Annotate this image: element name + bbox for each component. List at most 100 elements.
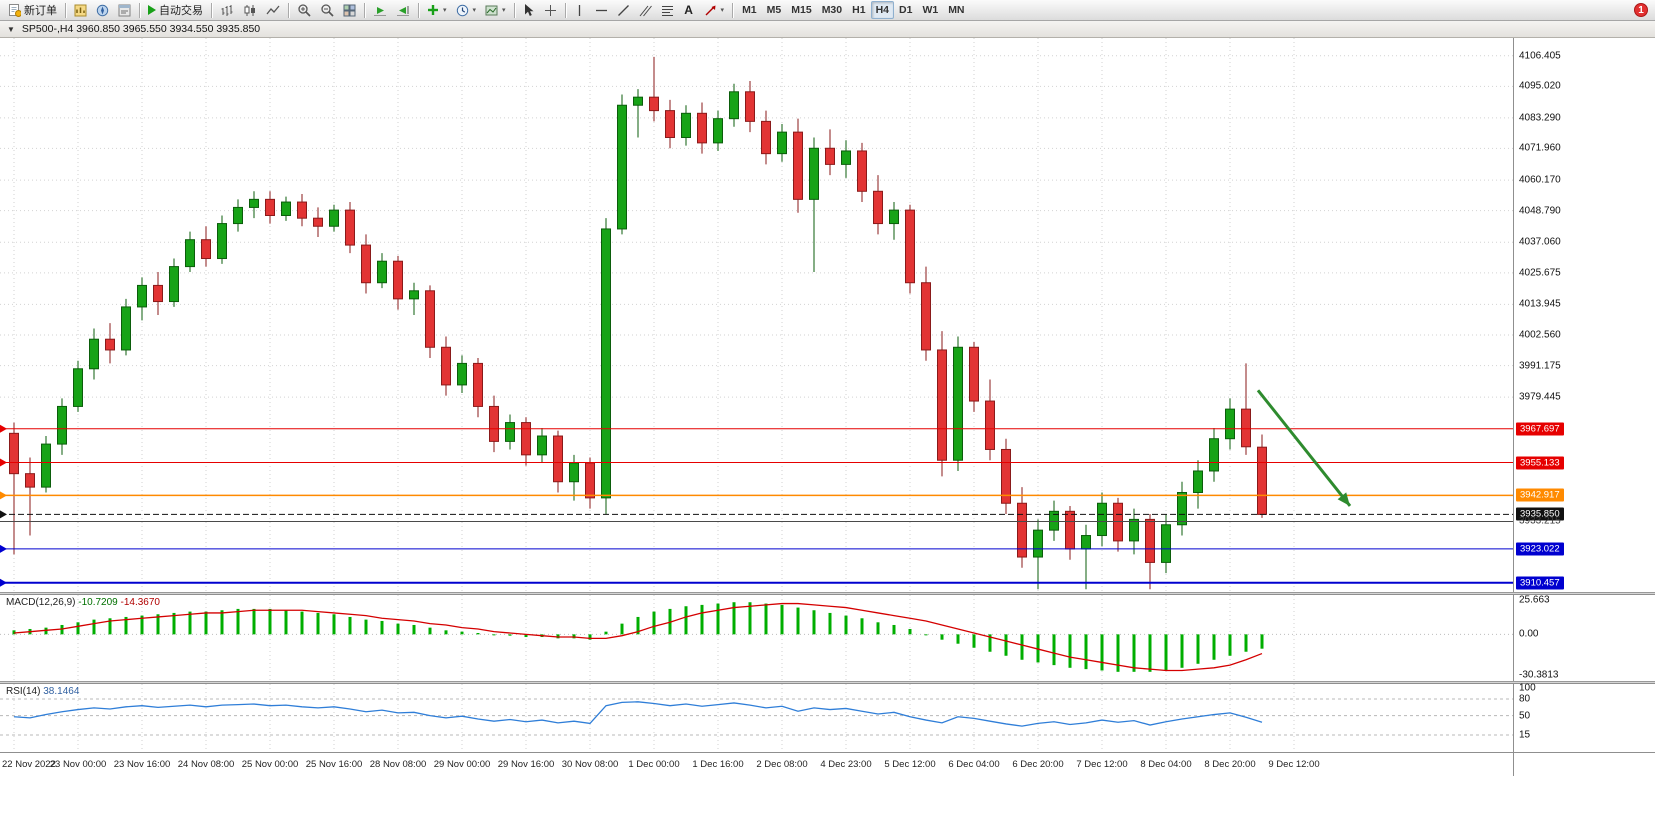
chart-shift-button[interactable] <box>392 1 414 19</box>
candle-body <box>985 400 995 450</box>
arrows-tool-icon <box>705 5 716 15</box>
candle-body <box>9 432 19 475</box>
timeframe-m30-button[interactable]: M30 <box>821 4 843 16</box>
time-axis-label: 1 Dec 00:00 <box>628 759 680 770</box>
price-badge-support-lower: 3910.457 <box>1516 576 1564 590</box>
candle-body <box>921 282 931 351</box>
time-axis[interactable]: 22 Nov 2022 23 Nov 00:00 23 Nov 16:00 24 No… <box>0 753 1513 776</box>
panel-splitter-rsi[interactable] <box>0 681 1655 684</box>
dropdown-icon: ▾ <box>472 7 477 14</box>
templates-button[interactable]: ▾ <box>481 1 510 19</box>
macd-bar <box>1164 634 1168 671</box>
candle-body <box>265 198 275 216</box>
price-axis-label: 4002.560 <box>1519 329 1561 341</box>
candle-body <box>1033 529 1043 558</box>
new-order-button[interactable]: 新订单 <box>4 1 61 19</box>
price-badge-resistance-lower: 3955.133 <box>1516 456 1564 470</box>
rsi-plot[interactable]: RSI(14) 38.1464 <box>0 684 1513 752</box>
toolbar-separator <box>364 2 365 18</box>
panel-splitter-macd[interactable] <box>0 592 1655 595</box>
notification-badge[interactable]: 1 <box>1634 3 1648 17</box>
timeframe-m1-button[interactable]: M1 <box>742 4 757 16</box>
candle-body <box>745 91 755 122</box>
line-chart-icon <box>266 5 280 14</box>
indicators-button[interactable]: ▾ <box>423 1 451 19</box>
vertical-line-button[interactable] <box>570 1 590 19</box>
candle-body <box>441 346 451 386</box>
candle-body <box>873 190 883 225</box>
autotrading-button[interactable]: 自动交易 <box>144 1 207 19</box>
line-chart-button[interactable] <box>262 1 284 19</box>
candle-body <box>57 405 67 445</box>
macd-bar <box>844 615 848 635</box>
candle-body <box>585 462 595 499</box>
candle-body <box>649 96 659 112</box>
macd-bar <box>252 608 256 635</box>
macd-bar <box>1260 634 1264 649</box>
channel-icon <box>639 5 652 16</box>
timeframe-m5-button[interactable]: M5 <box>766 4 782 16</box>
candle-body <box>1017 502 1027 558</box>
time-axis-label: 30 Nov 08:00 <box>561 759 619 770</box>
trendline-button[interactable] <box>613 1 634 19</box>
candle-body <box>1001 448 1011 504</box>
toolbar-separator <box>288 2 289 18</box>
macd-plot[interactable]: MACD(12,26,9) -10.7209 -14.3670 <box>0 595 1513 681</box>
timeframe-d1-button[interactable]: D1 <box>899 4 913 16</box>
cursor-button[interactable] <box>519 1 539 19</box>
time-axis-label: 23 Nov 16:00 <box>113 759 171 770</box>
zoom-in-button[interactable] <box>293 1 315 19</box>
tile-windows-button[interactable] <box>339 1 360 19</box>
macd-bar <box>92 619 96 635</box>
horizontal-line-button[interactable] <box>591 1 612 19</box>
candle-body <box>777 131 787 155</box>
candle-body <box>761 120 771 155</box>
bar-chart-button[interactable] <box>216 1 238 19</box>
price-badge-support-upper: 3923.022 <box>1516 542 1564 556</box>
fibonacci-button[interactable] <box>657 1 678 19</box>
candle-body <box>1209 438 1219 472</box>
rsi-axis: 100 80 50 15 <box>1513 683 1655 752</box>
text-button[interactable]: A <box>679 1 699 19</box>
channel-button[interactable] <box>635 1 656 19</box>
crosshair-button[interactable] <box>540 1 561 19</box>
auto-scroll-button[interactable] <box>369 1 391 19</box>
navigator-button[interactable] <box>92 1 113 19</box>
timeframe-m15-button[interactable]: M15 <box>791 4 812 16</box>
time-axis-label: 24 Nov 08:00 <box>177 759 235 770</box>
price-chart-plot[interactable] <box>0 38 1513 592</box>
macd-bar <box>396 623 400 635</box>
macd-bar <box>300 611 304 635</box>
candle-body <box>1097 502 1107 537</box>
candle-body <box>1161 524 1171 563</box>
level-edge-mark <box>0 544 7 553</box>
macd-bar <box>732 602 736 635</box>
terminal-button[interactable] <box>114 1 135 19</box>
timeframe-h1-button[interactable]: H1 <box>852 4 866 16</box>
price-axis-label: 4071.960 <box>1519 142 1561 154</box>
arrows-button[interactable]: ▾ <box>700 1 729 19</box>
time-axis-row: 22 Nov 2022 23 Nov 00:00 23 Nov 16:00 24 No… <box>0 752 1655 776</box>
macd-bar <box>380 620 384 635</box>
candle-body <box>889 209 899 225</box>
periods-button[interactable]: ▾ <box>452 1 481 19</box>
macd-scale-label: 25.663 <box>1519 594 1550 606</box>
zoom-out-button[interactable] <box>316 1 338 19</box>
timeframe-h4-button[interactable]: H4 <box>870 1 894 19</box>
timeframe-w1-button[interactable]: W1 <box>922 4 939 16</box>
candle-body <box>121 306 131 351</box>
level-edge-mark <box>0 510 7 519</box>
time-axis-label: 1 Dec 16:00 <box>692 759 744 770</box>
timeframe-mn-button[interactable]: MN <box>948 4 965 16</box>
toolbar-separator <box>139 2 140 18</box>
chart-menu-button[interactable]: ▼ <box>7 24 15 34</box>
rsi-panel: RSI(14) 38.1464 100 80 50 15 <box>0 683 1655 752</box>
macd-signal-value: -14.3670 <box>120 597 160 608</box>
navigator-icon <box>96 4 109 16</box>
market-watch-button[interactable] <box>70 1 91 19</box>
candlestick-button[interactable] <box>239 1 261 19</box>
macd-bar <box>924 634 928 636</box>
bottom-filler <box>0 776 1655 823</box>
macd-bar <box>172 612 176 635</box>
indicators-plus-icon <box>428 5 438 15</box>
